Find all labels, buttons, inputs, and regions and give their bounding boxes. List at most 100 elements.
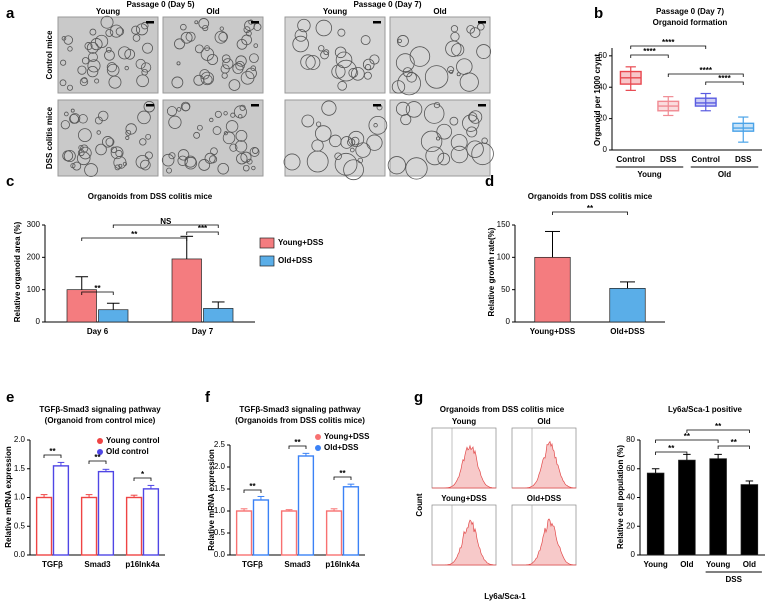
organoid — [198, 159, 211, 171]
organoid — [314, 125, 332, 142]
legend-marker — [97, 438, 103, 444]
organoid — [125, 130, 132, 136]
flow-label: Old+DSS — [527, 494, 562, 503]
x-tick-label: Control — [617, 155, 645, 164]
organoid — [436, 136, 441, 141]
bar — [709, 458, 727, 556]
organoid — [125, 123, 137, 135]
significance-label: ** — [668, 444, 675, 453]
organoid — [135, 23, 148, 36]
micrograph — [57, 99, 159, 177]
y-axis-label: Relative mRNA expression — [207, 449, 216, 551]
bar — [534, 256, 571, 323]
organoid — [102, 136, 114, 148]
organoid — [77, 65, 87, 75]
organoid — [450, 25, 459, 33]
y-tick-label: 60 — [626, 464, 635, 473]
organoid — [135, 58, 146, 69]
organoid — [110, 146, 124, 160]
organoid — [59, 79, 67, 87]
significance-bracket — [705, 81, 744, 85]
significance-bracket — [667, 73, 744, 77]
column-label: Young — [323, 7, 347, 16]
significance-label: *** — [198, 224, 208, 233]
organoid — [176, 61, 181, 66]
bar — [678, 459, 696, 556]
organoid — [110, 146, 118, 154]
organoid — [105, 137, 115, 147]
organoid — [200, 71, 215, 86]
significance-label: **** — [718, 74, 731, 83]
y-tick-label: 20 — [598, 114, 607, 123]
organoid — [100, 15, 114, 29]
organoid — [297, 18, 311, 33]
significance-bracket — [81, 291, 114, 295]
bar — [235, 510, 253, 556]
legend-marker — [259, 237, 275, 249]
organoid — [84, 163, 98, 177]
organoid — [405, 101, 423, 118]
significance-bracket — [630, 45, 707, 49]
organoid — [176, 107, 182, 112]
legend-marker — [97, 449, 103, 455]
chart-title: TGFβ-Smad3 signaling pathway — [239, 405, 361, 414]
scale-bar — [478, 104, 486, 107]
flow-label: Young — [452, 417, 476, 426]
organoid — [118, 163, 123, 168]
organoid — [171, 76, 184, 89]
organoid — [196, 124, 203, 131]
organoid — [223, 111, 228, 116]
organoid — [198, 18, 210, 29]
organoid — [292, 35, 309, 53]
significance-bracket — [88, 460, 107, 464]
organoid — [184, 156, 198, 170]
organoid — [395, 53, 415, 73]
organoid — [466, 25, 475, 34]
organoid — [161, 153, 175, 167]
organoid — [177, 155, 188, 166]
organoid — [131, 25, 141, 35]
column-label: Young — [96, 7, 120, 16]
organoid — [229, 143, 238, 152]
organoid — [456, 58, 473, 75]
organoid — [405, 157, 428, 180]
organoid — [200, 47, 215, 61]
organoid — [315, 19, 333, 37]
significance-bracket — [288, 445, 307, 449]
organoid — [387, 156, 406, 175]
organoid — [315, 121, 322, 127]
organoid — [223, 131, 228, 136]
x-tick-label: DSS — [735, 155, 752, 164]
organoid — [400, 114, 412, 126]
scale-bar — [373, 104, 381, 107]
organoid — [125, 135, 130, 140]
bar — [142, 488, 160, 556]
significance-label: ** — [587, 204, 594, 213]
organoid — [236, 38, 248, 50]
y-tick-label: 2.5 — [214, 440, 226, 449]
organoid — [329, 134, 342, 148]
organoid — [425, 146, 445, 166]
organoid — [245, 30, 252, 37]
organoid — [67, 46, 73, 52]
organoid — [228, 79, 241, 91]
flow-histogram — [512, 440, 577, 489]
organoid — [204, 152, 216, 164]
organoid — [235, 60, 245, 71]
bar — [252, 499, 270, 556]
organoid — [210, 147, 218, 156]
bar — [66, 289, 97, 323]
significance-label: ** — [131, 230, 138, 239]
organoid — [225, 120, 239, 133]
organoid — [242, 164, 250, 172]
organoid — [349, 147, 355, 153]
significance-label: ** — [94, 284, 101, 293]
organoid — [114, 164, 121, 171]
organoid — [67, 84, 74, 91]
organoid — [141, 21, 149, 30]
organoid — [70, 108, 75, 113]
significance-bracket — [630, 54, 669, 58]
organoid — [97, 110, 109, 122]
y-axis-label: Relative cell population (%) — [616, 445, 625, 549]
organoid — [238, 114, 243, 119]
